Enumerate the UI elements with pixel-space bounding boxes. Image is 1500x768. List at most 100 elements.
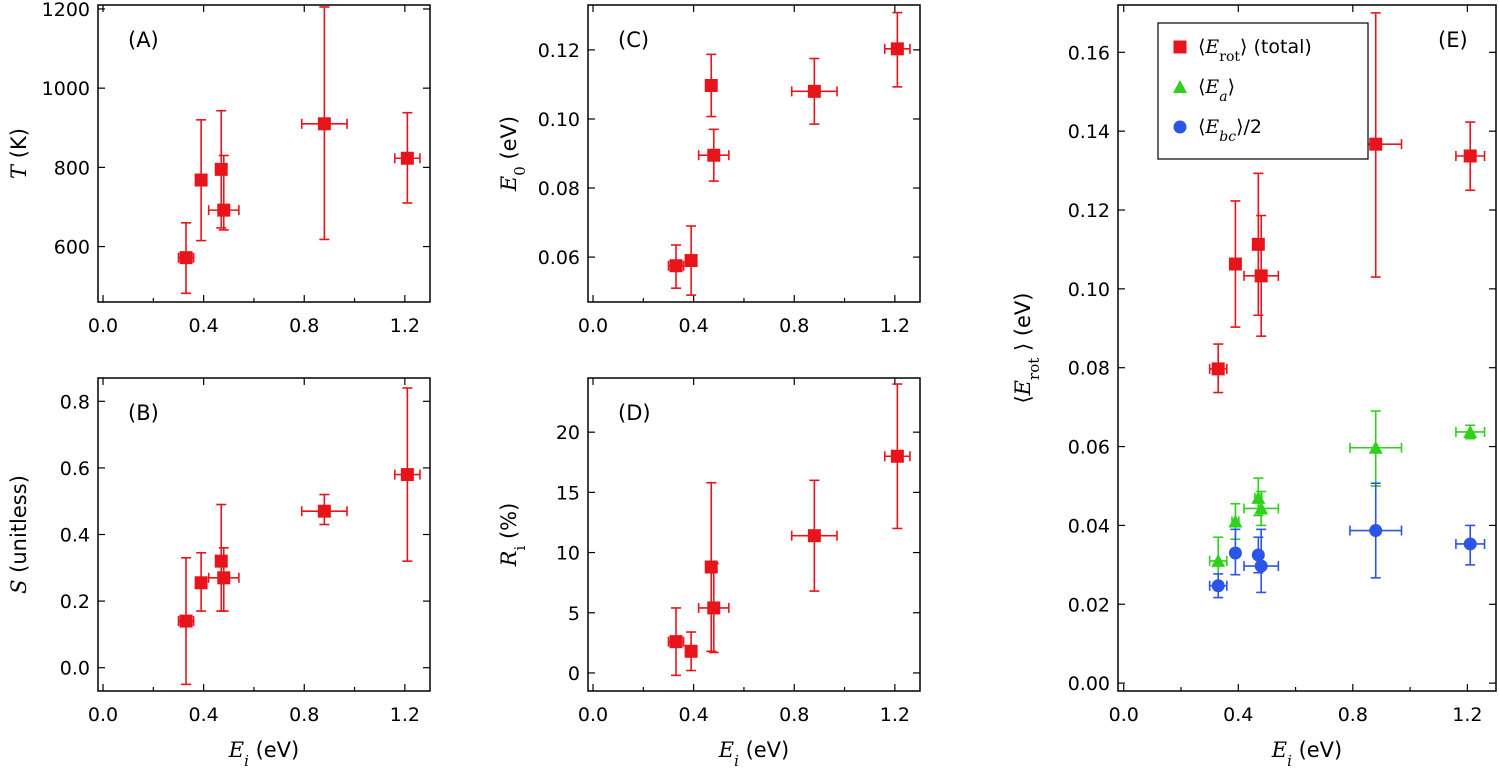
legend-circle-marker bbox=[1173, 120, 1187, 134]
point-square-marker bbox=[1369, 137, 1383, 151]
data-point bbox=[300, 6, 348, 241]
x-tick-label: 0.0 bbox=[88, 704, 118, 726]
panel-e: 0.0 0.4 0.8 1.2 0.00 0.02 0.04 0.06 0.08 0.10 0.12… bbox=[1011, 4, 1497, 768]
x-tick-label: 0.4 bbox=[679, 315, 709, 337]
data-point bbox=[1349, 410, 1403, 487]
point-square-marker bbox=[684, 644, 698, 658]
point-square-marker bbox=[707, 601, 721, 615]
panel-a: 0.0 0.4 0.8 1.2 600 800 1000 1200 (A) T (K) bbox=[7, 0, 431, 337]
legend-suffix: (total) bbox=[1247, 36, 1311, 58]
legend-sub: bc bbox=[1219, 129, 1236, 145]
x-tick-label: 0.4 bbox=[1223, 704, 1253, 726]
y-axis-title: S (unitless) bbox=[7, 475, 31, 594]
data-point bbox=[697, 562, 730, 654]
point-square-marker bbox=[1463, 149, 1477, 163]
x-tick-label: 0.8 bbox=[779, 704, 809, 726]
data-point bbox=[1455, 424, 1486, 440]
x-tick-label: 0.4 bbox=[189, 315, 219, 337]
data-point bbox=[177, 557, 195, 686]
y-tick-label: 0.14 bbox=[1068, 121, 1110, 143]
y-tick-label: 0.2 bbox=[60, 591, 90, 613]
point-circle-marker bbox=[1463, 537, 1477, 551]
y-axis-title-var: T bbox=[7, 163, 31, 179]
series-0 bbox=[667, 383, 911, 677]
panel-label: (C) bbox=[618, 28, 649, 52]
y-axis-title-bracket-open: ⟨ bbox=[1011, 395, 1035, 403]
x-axis-title-unit: (eV) bbox=[1292, 738, 1342, 762]
y-tick-label: 1200 bbox=[42, 0, 90, 21]
data-point bbox=[1251, 172, 1265, 317]
legend-bracket-close: ⟩ bbox=[1240, 36, 1247, 58]
legend-var: E bbox=[1204, 116, 1219, 138]
y-tick-label: 0.12 bbox=[1068, 200, 1110, 222]
plot-frame bbox=[587, 4, 921, 303]
y-axis-title: E0 (eV) bbox=[497, 116, 529, 192]
series-0 bbox=[667, 11, 911, 296]
x-axis-title: Ei (eV) bbox=[718, 738, 790, 768]
series-0 bbox=[177, 6, 421, 295]
point-square-marker bbox=[400, 468, 414, 482]
point-square-marker bbox=[707, 148, 721, 162]
y-tick-label: 0.4 bbox=[60, 525, 90, 547]
point-circle-marker bbox=[1211, 579, 1225, 593]
legend-entry-label: ⟨Ebc⟩/2 bbox=[1198, 116, 1262, 145]
point-square-marker bbox=[194, 173, 208, 187]
legend-square-marker bbox=[1173, 40, 1187, 54]
x-axis-title-var: E bbox=[718, 738, 734, 762]
legend-bracket-open: ⟨ bbox=[1198, 116, 1205, 138]
panel-label: (D) bbox=[618, 401, 651, 425]
y-axis-title: ⟨Erot ⟩ (eV) bbox=[1011, 292, 1043, 403]
series-0 bbox=[1208, 12, 1486, 394]
y-tick-label: 0.06 bbox=[1068, 437, 1110, 459]
point-triangle-marker bbox=[1463, 424, 1478, 438]
plot-frame bbox=[97, 4, 431, 303]
point-square-marker bbox=[1251, 237, 1265, 251]
data-point bbox=[207, 547, 240, 612]
x-tick-label: 1.2 bbox=[390, 704, 420, 726]
x-tick-label: 1.2 bbox=[1452, 704, 1482, 726]
y-axis-title-sub: i bbox=[511, 546, 529, 551]
data-point bbox=[1455, 524, 1486, 566]
x-tick-label: 0.8 bbox=[779, 315, 809, 337]
x-tick-label: 0.0 bbox=[578, 704, 608, 726]
point-square-marker bbox=[1228, 257, 1242, 271]
y-tick-label: 0.10 bbox=[1068, 279, 1110, 301]
data-point bbox=[207, 154, 240, 231]
point-square-marker bbox=[317, 504, 331, 518]
point-square-marker bbox=[684, 254, 698, 268]
y-axis-title-unit: (K) bbox=[7, 128, 31, 165]
y-tick-label: 0.08 bbox=[1068, 358, 1110, 380]
point-square-marker bbox=[890, 42, 904, 56]
legend-entry-label: ⟨Erot⟩ (total) bbox=[1198, 36, 1312, 65]
data-point bbox=[1455, 121, 1486, 192]
point-square-marker bbox=[704, 560, 718, 574]
y-axis-title-var: R bbox=[497, 550, 521, 567]
x-axis-title-unit: (eV) bbox=[249, 738, 299, 762]
data-point bbox=[1243, 528, 1280, 594]
point-square-marker bbox=[807, 84, 821, 98]
point-triangle-marker bbox=[1211, 553, 1226, 567]
point-square-marker bbox=[217, 571, 231, 585]
series-0 bbox=[177, 387, 421, 686]
legend-entry-label: ⟨Ea⟩ bbox=[1198, 76, 1235, 105]
y-axis-title: Ri (%) bbox=[497, 503, 529, 568]
point-circle-marker bbox=[1228, 546, 1242, 560]
point-triangle-marker bbox=[1368, 440, 1383, 454]
y-axis-title-sub: 0 bbox=[511, 166, 529, 176]
x-axis-title-var: E bbox=[228, 738, 244, 762]
data-point bbox=[790, 479, 838, 592]
y-tick-label: 0 bbox=[568, 663, 580, 685]
y-axis-title-sub: rot bbox=[1025, 358, 1043, 380]
x-tick-label: 0.8 bbox=[289, 315, 319, 337]
y-axis-title-unit: (%) bbox=[497, 503, 521, 546]
point-square-marker bbox=[1254, 269, 1268, 283]
y-tick-label: 0.10 bbox=[538, 109, 580, 131]
data-point bbox=[667, 607, 685, 677]
point-square-marker bbox=[217, 203, 231, 217]
data-point bbox=[790, 57, 838, 125]
x-axis-title-var: E bbox=[1271, 738, 1287, 762]
legend-sub: rot bbox=[1219, 49, 1240, 65]
panel-label: (B) bbox=[128, 401, 159, 425]
y-tick-label: 0.6 bbox=[60, 458, 90, 480]
x-tick-label: 1.2 bbox=[390, 315, 420, 337]
